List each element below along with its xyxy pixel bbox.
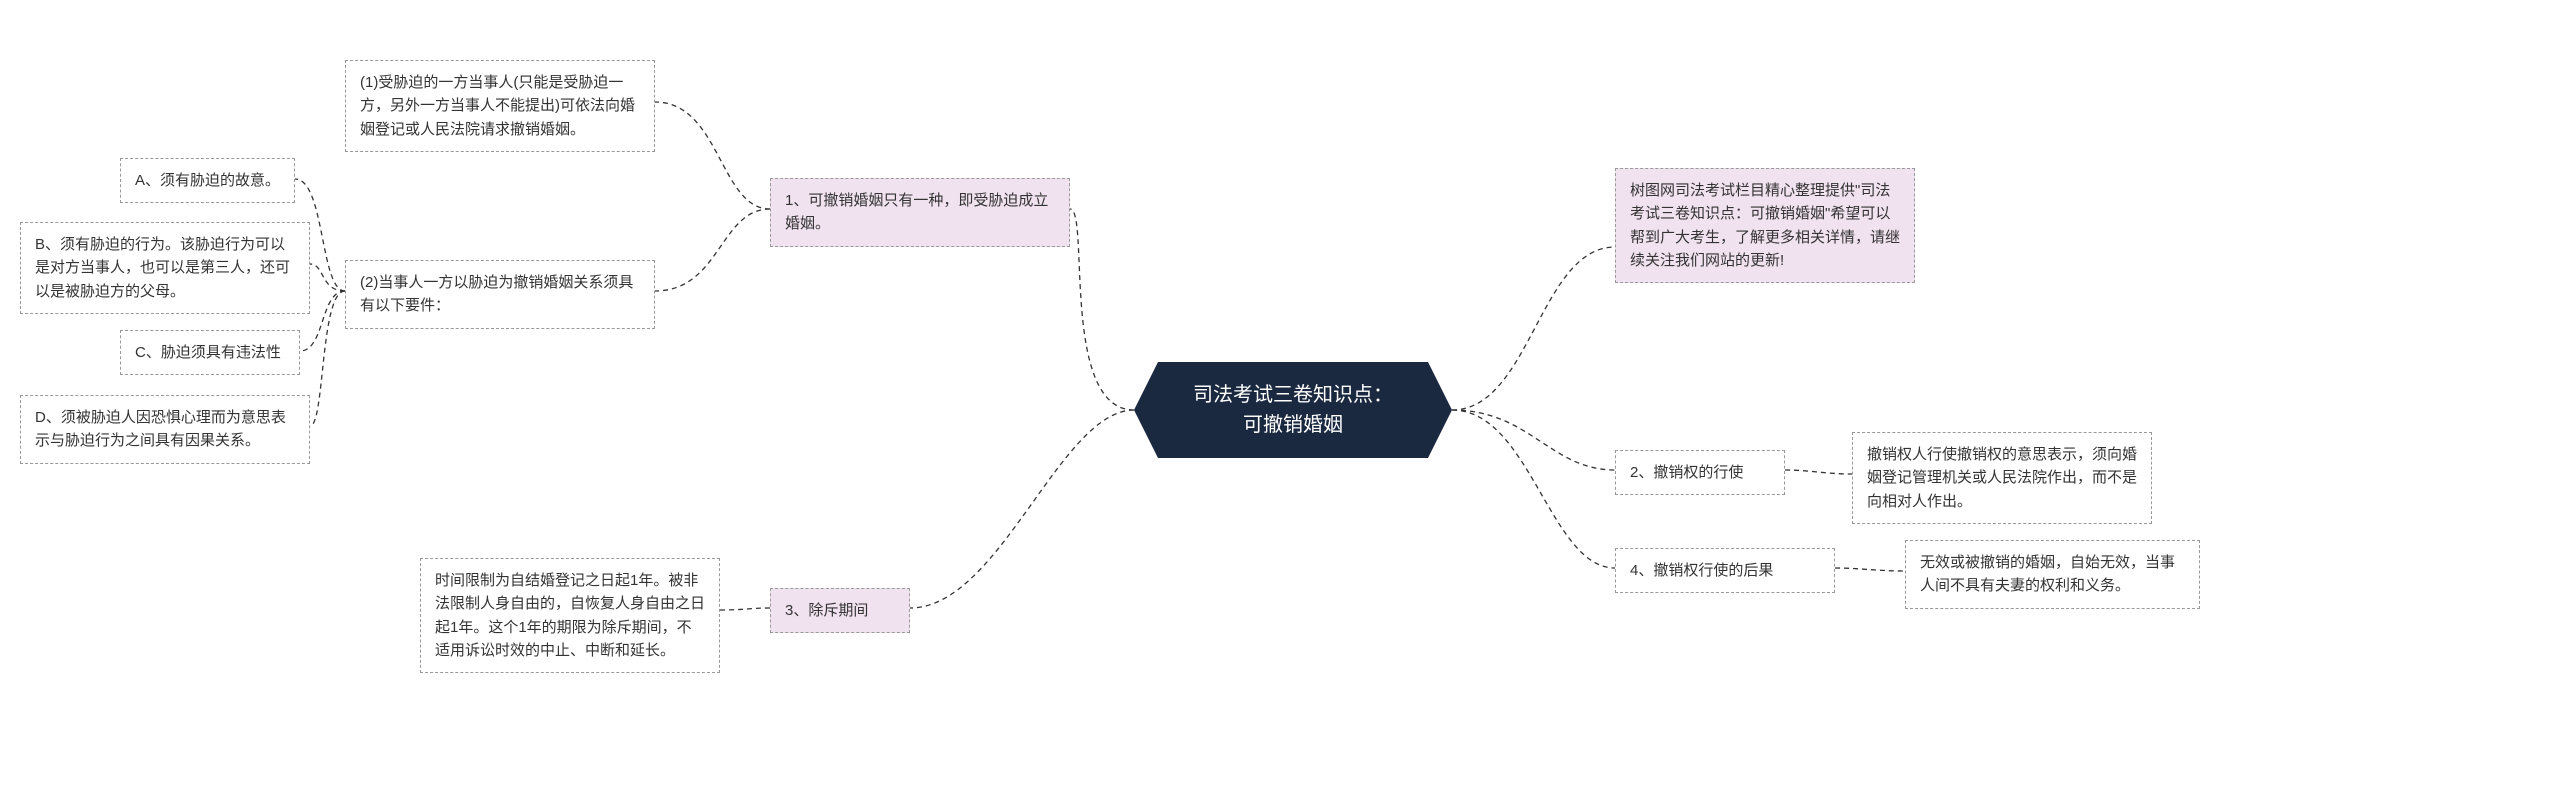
item-d: D、须被胁迫人因恐惧心理而为意思表示与胁迫行为之间具有因果关系。 (20, 395, 310, 464)
branch-3-detail: 时间限制为自结婚登记之日起1年。被非法限制人身自由的，自恢复人身自由之日起1年。… (420, 558, 720, 673)
branch-2-detail-text: 撤销权人行使撤销权的意思表示，须向婚姻登记管理机关或人民法院作出，而不是向相对人… (1867, 446, 2137, 510)
branch-2-label: 2、撤销权的行使 (1630, 464, 1743, 481)
branch-1-child-1-text: (1)受胁迫的一方当事人(只能是受胁迫一方，另外一方当事人不能提出)可依法向婚姻… (360, 74, 635, 138)
intro-text: 树图网司法考试栏目精心整理提供"司法考试三卷知识点：可撤销婚姻"希望可以帮到广大… (1630, 182, 1900, 269)
item-b-text: B、须有胁迫的行为。该胁迫行为可以是对方当事人，也可以是第三人，还可以是被胁迫方… (35, 236, 290, 300)
branch-1: 1、可撤销婚姻只有一种，即受胁迫成立婚姻。 (770, 178, 1070, 247)
branch-1-child-1: (1)受胁迫的一方当事人(只能是受胁迫一方，另外一方当事人不能提出)可依法向婚姻… (345, 60, 655, 152)
item-a-text: A、须有胁迫的故意。 (135, 172, 280, 189)
branch-4-detail: 无效或被撤销的婚姻，自始无效，当事人间不具有夫妻的权利和义务。 (1905, 540, 2200, 609)
branch-2-detail: 撤销权人行使撤销权的意思表示，须向婚姻登记管理机关或人民法院作出，而不是向相对人… (1852, 432, 2152, 524)
root-text: 司法考试三卷知识点：可撤销婚姻 (1193, 384, 1393, 436)
root-node-wrap: 司法考试三卷知识点：可撤销婚姻 (1158, 362, 1428, 458)
branch-3-label: 3、除斥期间 (785, 602, 868, 619)
item-b: B、须有胁迫的行为。该胁迫行为可以是对方当事人，也可以是第三人，还可以是被胁迫方… (20, 222, 310, 314)
branch-1-child-2-label: (2)当事人一方以胁迫为撤销婚姻关系须具有以下要件： (360, 274, 633, 314)
item-c: C、胁迫须具有违法性 (120, 330, 300, 375)
intro-box: 树图网司法考试栏目精心整理提供"司法考试三卷知识点：可撤销婚姻"希望可以帮到广大… (1615, 168, 1915, 283)
branch-1-label: 1、可撤销婚姻只有一种，即受胁迫成立婚姻。 (785, 192, 1048, 232)
root-node: 司法考试三卷知识点：可撤销婚姻 (1158, 362, 1428, 458)
branch-3-detail-text: 时间限制为自结婚登记之日起1年。被非法限制人身自由的，自恢复人身自由之日起1年。… (435, 572, 705, 659)
item-a: A、须有胁迫的故意。 (120, 158, 295, 203)
item-d-text: D、须被胁迫人因恐惧心理而为意思表示与胁迫行为之间具有因果关系。 (35, 409, 286, 449)
branch-4: 4、撤销权行使的后果 (1615, 548, 1835, 593)
item-c-text: C、胁迫须具有违法性 (135, 344, 281, 361)
branch-4-label: 4、撤销权行使的后果 (1630, 562, 1773, 579)
branch-3: 3、除斥期间 (770, 588, 910, 633)
branch-4-detail-text: 无效或被撤销的婚姻，自始无效，当事人间不具有夫妻的权利和义务。 (1920, 554, 2175, 594)
branch-2: 2、撤销权的行使 (1615, 450, 1785, 495)
branch-1-child-2: (2)当事人一方以胁迫为撤销婚姻关系须具有以下要件： (345, 260, 655, 329)
